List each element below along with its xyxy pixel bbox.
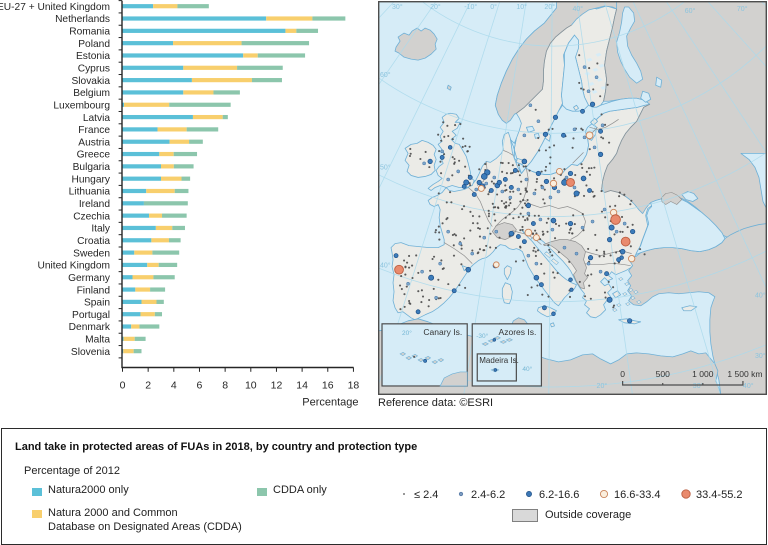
svg-text:1 500 km: 1 500 km <box>727 368 762 378</box>
svg-text:60°: 60° <box>380 71 391 79</box>
svg-text:60°: 60° <box>685 7 696 15</box>
svg-text:16.6-33.4: 16.6-33.4 <box>614 489 660 501</box>
svg-text:Germany: Germany <box>68 273 111 284</box>
svg-text:4: 4 <box>171 379 177 391</box>
svg-text:40°: 40° <box>573 5 584 13</box>
svg-text:Bulgaria: Bulgaria <box>73 162 111 173</box>
svg-text:Belgium: Belgium <box>73 88 110 99</box>
svg-text:-30°: -30° <box>476 331 488 339</box>
svg-text:30°: 30° <box>392 3 403 11</box>
svg-text:16: 16 <box>322 379 334 391</box>
svg-text:United Kingdom: United Kingdom <box>38 261 111 272</box>
svg-text:40°: 40° <box>522 364 532 372</box>
svg-text:-10°: -10° <box>464 3 477 11</box>
svg-text:20°: 20° <box>597 381 608 389</box>
svg-text:20°: 20° <box>544 3 555 11</box>
svg-text:0: 0 <box>120 379 126 391</box>
svg-text:40°: 40° <box>743 381 754 389</box>
svg-text:Denmark: Denmark <box>69 322 111 333</box>
svg-text:Poland: Poland <box>78 39 110 50</box>
svg-text:Hungary: Hungary <box>71 174 110 185</box>
svg-text:Azores Is.: Azores Is. <box>499 326 537 336</box>
svg-text:14: 14 <box>296 379 308 391</box>
svg-text:Canary Is.: Canary Is. <box>423 326 462 336</box>
svg-text:40°: 40° <box>380 261 391 269</box>
svg-text:20°: 20° <box>430 3 441 11</box>
svg-text:33.4-55.2: 33.4-55.2 <box>696 489 742 501</box>
svg-text:40°: 40° <box>755 291 766 299</box>
svg-text:Slovakia: Slovakia <box>71 76 110 87</box>
svg-text:12: 12 <box>271 379 283 391</box>
svg-text:2: 2 <box>145 379 151 391</box>
svg-text:18: 18 <box>348 379 360 391</box>
svg-text:70°: 70° <box>737 5 748 13</box>
svg-text:10: 10 <box>245 379 257 391</box>
svg-text:Italy: Italy <box>91 224 111 235</box>
svg-text:Austria: Austria <box>78 137 110 148</box>
svg-text:Malta: Malta <box>85 335 110 346</box>
svg-text:30°: 30° <box>755 351 766 359</box>
svg-text:Finland: Finland <box>77 285 111 296</box>
svg-text:Czechia: Czechia <box>73 211 110 222</box>
svg-text:Spain: Spain <box>84 298 110 309</box>
svg-text:Portugal: Portugal <box>72 310 110 321</box>
svg-text:1 000: 1 000 <box>692 368 714 378</box>
svg-text:Slovenia: Slovenia <box>71 347 110 358</box>
svg-text:Latvia: Latvia <box>83 113 111 124</box>
svg-text:Madeira Is.: Madeira Is. <box>479 355 519 364</box>
svg-text:Croatia: Croatia <box>77 236 110 247</box>
svg-text:Ireland: Ireland <box>79 199 110 210</box>
svg-text:EU-27 + United Kingdom: EU-27 + United Kingdom <box>0 2 110 13</box>
svg-text:Cyprus: Cyprus <box>78 64 110 75</box>
svg-text:10°: 10° <box>516 3 527 11</box>
svg-text:50°: 50° <box>380 163 391 171</box>
svg-text:Luxembourg: Luxembourg <box>53 100 110 111</box>
svg-text:30°: 30° <box>693 381 704 389</box>
svg-text:6: 6 <box>197 379 203 391</box>
svg-text:0°: 0° <box>490 3 497 11</box>
svg-text:6.2-16.6: 6.2-16.6 <box>539 489 579 501</box>
svg-text:Romania: Romania <box>69 27 110 38</box>
svg-text:0: 0 <box>620 368 625 378</box>
svg-text:Percentage: Percentage <box>302 397 358 409</box>
svg-text:20°: 20° <box>402 328 412 336</box>
svg-text:Greece: Greece <box>77 150 111 161</box>
svg-text:Estonia: Estonia <box>76 51 110 62</box>
svg-text:500: 500 <box>656 368 670 378</box>
svg-text:France: France <box>78 125 110 136</box>
svg-text:Lithuania: Lithuania <box>69 187 111 198</box>
svg-text:≤ 2.4: ≤ 2.4 <box>414 489 438 501</box>
svg-text:Netherlands: Netherlands <box>55 14 110 25</box>
svg-text:8: 8 <box>222 379 228 391</box>
svg-text:Sweden: Sweden <box>73 248 110 259</box>
svg-text:2.4-6.2: 2.4-6.2 <box>471 489 505 501</box>
